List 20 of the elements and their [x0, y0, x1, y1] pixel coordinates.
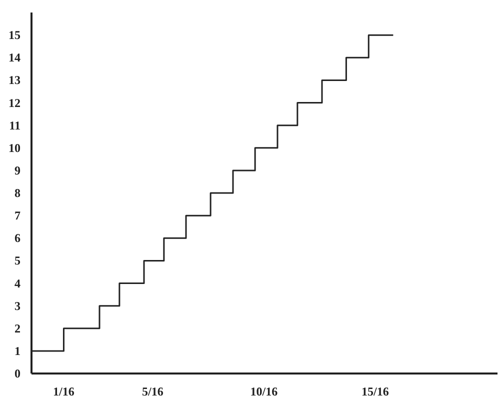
y-tick-label: 15 — [8, 28, 20, 42]
y-tick-label: 3 — [14, 298, 20, 313]
y-tick-label: 2 — [14, 321, 20, 336]
x-tick-label: 10/16 — [250, 384, 278, 398]
y-tick-label: 11 — [9, 118, 21, 132]
y-tick-label: 8 — [14, 186, 20, 200]
y-tick-label: 4 — [14, 276, 20, 290]
x-tick-label: 1/16 — [53, 384, 74, 398]
x-tick-label: 5/16 — [142, 384, 164, 398]
y-tick-label: 12 — [8, 96, 20, 110]
y-tick-label: 0 — [14, 366, 20, 380]
y-tick-label: 13 — [8, 73, 20, 88]
y-tick-label: 14 — [8, 50, 20, 65]
y-tick-label: 6 — [14, 231, 20, 246]
y-tick-label: 7 — [14, 208, 20, 223]
y-tick-label: 1 — [14, 344, 20, 358]
y-tick-label: 5 — [14, 254, 20, 268]
y-tick-label: 9 — [14, 163, 20, 178]
y-tick-label: 10 — [8, 140, 20, 155]
x-tick-label: 15/16 — [362, 384, 389, 398]
